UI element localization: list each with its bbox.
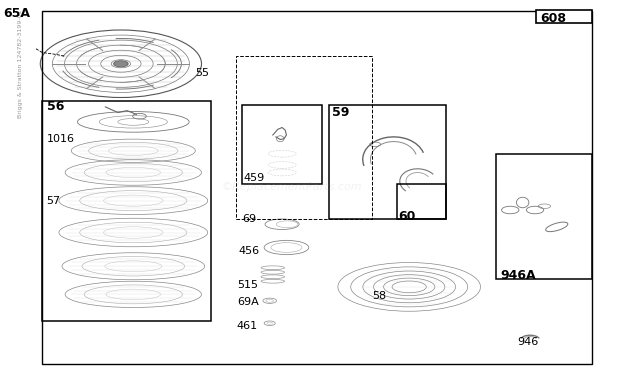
Text: 1016: 1016 [46, 134, 74, 144]
Text: 459: 459 [243, 173, 264, 183]
Text: 59: 59 [332, 106, 349, 119]
Text: 58: 58 [372, 291, 386, 301]
Text: 56: 56 [46, 100, 64, 113]
Text: 55: 55 [195, 68, 210, 78]
Text: 515: 515 [237, 280, 258, 290]
Text: 60: 60 [398, 210, 415, 223]
Bar [397, 184, 446, 219]
Text: ©ReplacementParts.com: ©ReplacementParts.com [221, 183, 361, 192]
Text: 456: 456 [239, 246, 260, 256]
Text: Briggs & Stratton 124782-3199-01: Briggs & Stratton 124782-3199-01 [18, 10, 23, 118]
Text: 946A: 946A [500, 269, 536, 282]
Bar [242, 105, 322, 184]
Bar [236, 56, 372, 219]
Text: 69: 69 [242, 214, 256, 224]
Text: 946: 946 [518, 337, 539, 347]
Text: 69A: 69A [237, 297, 259, 307]
Ellipse shape [113, 61, 128, 67]
Text: 65A: 65A [3, 7, 30, 20]
Bar [42, 10, 592, 364]
Bar [496, 154, 592, 279]
Text: 57: 57 [46, 196, 61, 206]
Text: 608: 608 [541, 12, 567, 24]
Bar [329, 105, 446, 219]
Bar [536, 10, 592, 22]
Text: 461: 461 [237, 321, 258, 331]
Bar [42, 101, 211, 321]
